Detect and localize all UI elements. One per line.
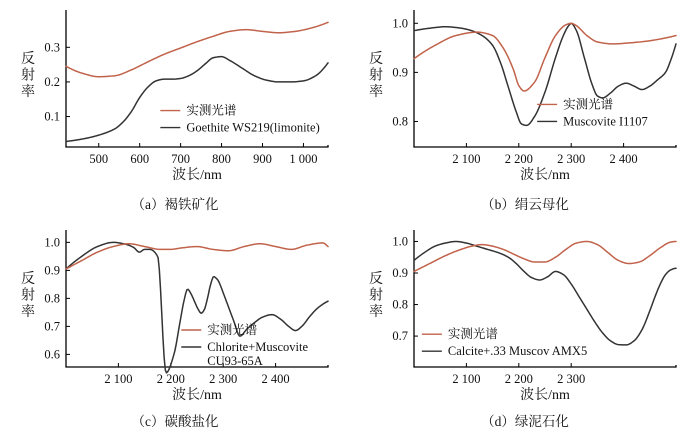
svg-text:2 300: 2 300 (557, 372, 585, 386)
svg-text:Calcite+.33 Muscov AMX5: Calcite+.33 Muscov AMX5 (448, 344, 587, 358)
svg-text:率: 率 (21, 304, 35, 320)
svg-text:实测光谱: 实测光谱 (563, 96, 614, 111)
svg-text:反: 反 (21, 51, 35, 67)
svg-text:2 300: 2 300 (557, 152, 585, 166)
svg-text:1.0: 1.0 (392, 16, 408, 30)
svg-text:率: 率 (21, 84, 35, 100)
svg-text:率: 率 (369, 304, 383, 320)
svg-text:0.7: 0.7 (44, 319, 60, 333)
svg-text:率: 率 (369, 84, 383, 100)
svg-text:波长/nm: 波长/nm (520, 387, 570, 403)
svg-text:0.7: 0.7 (392, 329, 408, 343)
svg-text:0.3: 0.3 (44, 40, 60, 54)
svg-text:0.8: 0.8 (392, 298, 408, 312)
svg-text:0.2: 0.2 (44, 75, 60, 89)
svg-text:2 400: 2 400 (262, 372, 290, 386)
svg-text:波长/nm: 波长/nm (520, 167, 570, 183)
svg-text:Goethite WS219(limonite): Goethite WS219(limonite) (186, 121, 319, 135)
svg-text:射: 射 (21, 288, 35, 304)
svg-text:1 000: 1 000 (289, 152, 317, 166)
svg-text:500: 500 (89, 152, 108, 166)
svg-text:反: 反 (369, 51, 383, 67)
svg-text:实测光谱: 实测光谱 (448, 326, 499, 341)
svg-text:2 100: 2 100 (104, 372, 132, 386)
svg-text:0.8: 0.8 (44, 291, 60, 305)
svg-text:0.9: 0.9 (44, 263, 60, 277)
svg-text:0.1: 0.1 (44, 110, 60, 124)
svg-text:CU93-65A: CU93-65A (207, 354, 263, 368)
svg-text:Chlorite+Muscovite: Chlorite+Muscovite (207, 340, 308, 354)
svg-text:射: 射 (21, 68, 35, 84)
svg-text:2 100: 2 100 (452, 372, 480, 386)
svg-text:800: 800 (212, 152, 231, 166)
svg-text:0.6: 0.6 (44, 347, 60, 361)
svg-text:2 100: 2 100 (452, 152, 480, 166)
svg-text:射: 射 (369, 288, 383, 304)
svg-text:波长/nm: 波长/nm (172, 387, 222, 403)
svg-text:0.9: 0.9 (392, 65, 408, 79)
svg-text:0.9: 0.9 (392, 266, 408, 280)
svg-text:0.8: 0.8 (392, 114, 408, 128)
svg-text:2 200: 2 200 (505, 152, 533, 166)
svg-text:600: 600 (130, 152, 149, 166)
svg-text:2 200: 2 200 (157, 372, 185, 386)
svg-text:实测光谱: 实测光谱 (186, 103, 237, 118)
svg-text:1.0: 1.0 (44, 235, 60, 249)
svg-text:反: 反 (369, 271, 383, 287)
svg-text:2 400: 2 400 (610, 152, 638, 166)
svg-text:反: 反 (21, 271, 35, 287)
svg-text:700: 700 (171, 152, 190, 166)
svg-text:900: 900 (253, 152, 272, 166)
svg-text:1.0: 1.0 (392, 234, 408, 248)
svg-text:实测光谱: 实测光谱 (207, 322, 258, 337)
svg-text:射: 射 (369, 68, 383, 84)
svg-text:Muscovite I1107: Muscovite I1107 (563, 114, 648, 128)
svg-text:波长/nm: 波长/nm (172, 167, 222, 183)
svg-text:2 200: 2 200 (505, 372, 533, 386)
svg-text:2 300: 2 300 (209, 372, 237, 386)
